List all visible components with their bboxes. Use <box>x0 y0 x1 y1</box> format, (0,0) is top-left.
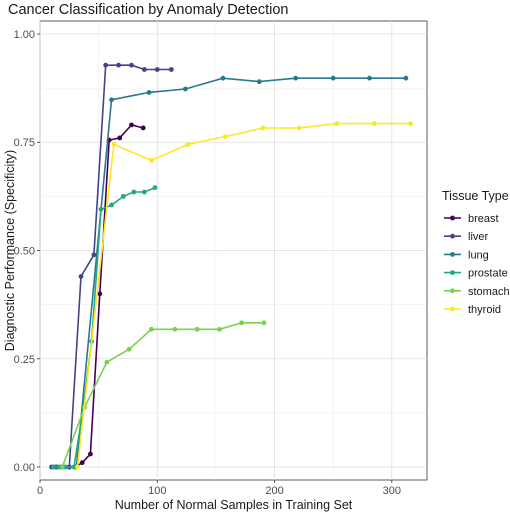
legend-item-prostate: prostate <box>444 268 508 280</box>
data-point-prostate <box>109 202 114 208</box>
data-point-lung <box>367 75 372 81</box>
data-point-breast <box>117 135 123 141</box>
chart-title: Cancer Classification by Anomaly Detecti… <box>8 2 288 18</box>
data-point-lung <box>109 97 114 103</box>
data-point-stomach <box>217 326 222 332</box>
legend-items: breast liver lung prostate stomach thyroid <box>444 213 510 316</box>
data-point-stomach <box>261 320 267 326</box>
data-point-thyroid <box>371 121 377 127</box>
x-axis-title: Number of Normal Samples in Training Set <box>115 498 353 512</box>
data-point-stomach <box>172 326 178 332</box>
legend-key-point <box>450 215 455 221</box>
data-point-liver <box>129 62 134 68</box>
data-point-breast <box>129 122 134 128</box>
legend-key-point <box>450 252 455 257</box>
data-point-thyroid <box>296 125 302 131</box>
series-layer <box>49 62 413 470</box>
data-point-prostate <box>56 464 62 470</box>
data-point-liver <box>78 274 84 279</box>
data-point-prostate <box>98 206 104 212</box>
data-point-lung <box>220 75 226 81</box>
y-tick-label: 0.50 <box>14 246 35 258</box>
data-point-prostate <box>50 464 56 470</box>
data-point-lung <box>146 90 152 95</box>
data-point-lung <box>403 75 409 81</box>
data-point-stomach <box>239 320 245 326</box>
data-point-thyroid <box>260 125 266 131</box>
data-point-liver <box>168 67 174 72</box>
grid <box>39 21 427 480</box>
data-point-thyroid <box>334 121 340 127</box>
legend-item-liver: liver <box>444 231 489 243</box>
data-point-breast <box>140 125 146 131</box>
legend-key-point <box>450 306 455 312</box>
data-point-liver <box>116 62 121 68</box>
y-axis-title: Diagnostic Performance (Specificity) <box>3 150 17 351</box>
data-point-lung <box>183 86 188 92</box>
x-tick-label: 0 <box>37 485 43 497</box>
data-point-breast <box>97 291 103 297</box>
legend-key-point <box>450 233 455 239</box>
legend-key-point <box>450 288 455 294</box>
series-stomach <box>59 320 267 470</box>
data-point-thyroid <box>75 464 80 470</box>
data-point-prostate <box>152 185 158 191</box>
data-point-stomach <box>59 464 65 470</box>
data-point-liver <box>103 62 109 68</box>
y-tick-label: 0.00 <box>14 462 35 474</box>
data-point-liver <box>91 252 97 258</box>
data-point-prostate <box>131 189 137 195</box>
legend-label: thyroid <box>468 304 501 316</box>
data-point-prostate <box>71 464 77 470</box>
data-point-breast <box>88 451 93 457</box>
legend-item-thyroid: thyroid <box>444 304 501 316</box>
y-tick-label: 1.00 <box>14 29 35 41</box>
y-tick-label: 0.25 <box>14 354 35 366</box>
x-tick-label: 200 <box>265 485 283 497</box>
y-tick-label: 0.75 <box>14 137 35 149</box>
data-point-liver <box>141 67 147 72</box>
data-point-thyroid <box>222 134 228 140</box>
y-axis: 0.00 0.25 0.50 0.75 1.00 <box>14 29 40 474</box>
data-point-breast <box>79 460 85 466</box>
series-thyroid <box>75 121 413 470</box>
data-point-thyroid <box>408 121 413 127</box>
legend-title: Tissue Type <box>442 189 509 203</box>
data-point-lung <box>330 75 336 81</box>
legend-label: stomach <box>468 286 510 298</box>
data-point-stomach <box>126 346 132 352</box>
data-point-prostate <box>63 464 69 470</box>
legend-item-lung: lung <box>444 249 489 261</box>
data-point-prostate <box>120 193 126 199</box>
legend: Tissue Type breast liver lung prostate stoma… <box>442 189 510 316</box>
x-tick-label: 100 <box>148 485 166 497</box>
data-point-lung <box>293 75 299 81</box>
data-point-stomach <box>194 326 200 332</box>
legend-label: lung <box>468 249 489 261</box>
legend-label: breast <box>468 213 499 225</box>
data-point-lung <box>256 79 262 85</box>
x-axis: 0 100 200 300 <box>37 480 401 497</box>
legend-label: liver <box>468 231 489 243</box>
x-tick-label: 300 <box>383 485 401 497</box>
legend-key-point <box>450 270 455 275</box>
data-point-thyroid <box>149 158 154 163</box>
data-point-thyroid <box>185 142 191 147</box>
series-line-stomach <box>61 322 264 468</box>
data-point-thyroid <box>111 142 117 147</box>
legend-item-breast: breast <box>444 213 499 225</box>
data-point-stomach <box>104 359 110 365</box>
data-point-prostate <box>141 189 147 195</box>
series-line-thyroid <box>76 122 411 468</box>
data-point-liver <box>154 67 160 72</box>
legend-label: prostate <box>468 268 508 280</box>
legend-item-stomach: stomach <box>444 286 510 298</box>
data-point-stomach <box>149 326 154 332</box>
